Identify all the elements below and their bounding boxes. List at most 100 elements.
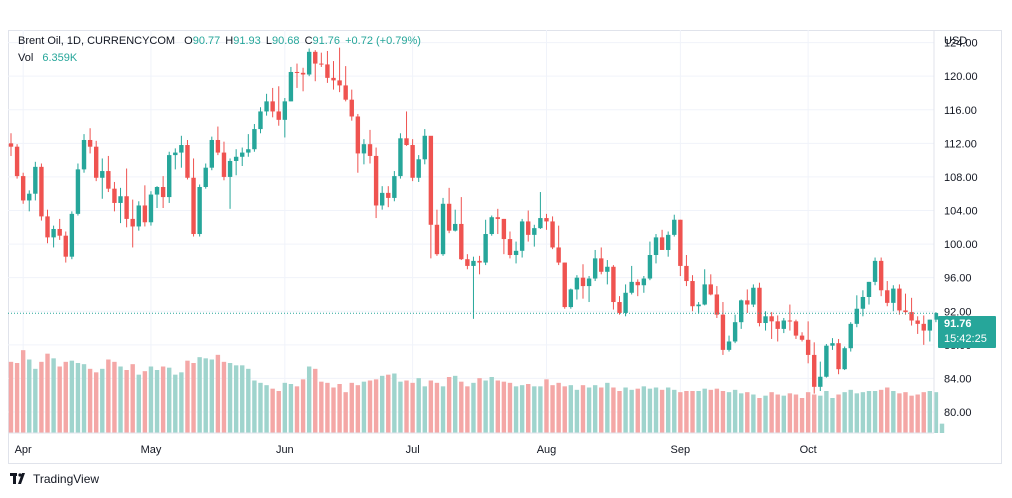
candle-body: [148, 194, 154, 223]
volume-bar: [453, 375, 458, 433]
candle-body: [775, 321, 780, 329]
candle-body: [173, 152, 178, 156]
candle-body: [611, 266, 616, 303]
volume-bar: [440, 386, 446, 433]
bar-countdown: 15:42:25: [944, 333, 987, 345]
volume-bar: [367, 380, 373, 433]
volume-bar: [33, 368, 38, 433]
candle-body: [215, 139, 221, 153]
candle-body: [927, 319, 933, 331]
candle-body: [331, 77, 336, 81]
candle-body: [209, 139, 215, 168]
volume-bar: [696, 391, 701, 433]
currency-label: USD: [944, 35, 967, 47]
volume-bar: [233, 365, 239, 433]
volume-bar: [465, 386, 470, 433]
volume-bar: [878, 389, 884, 433]
x-tick-label: Aug: [537, 444, 557, 456]
change-value: +0.72 (+0.79%): [345, 35, 421, 47]
volume-bar: [392, 373, 397, 433]
volume-bar: [191, 363, 196, 433]
symbol-label[interactable]: Brent Oil, 1D, CURRENCYCOM: [18, 35, 176, 47]
candle-body: [471, 260, 476, 266]
candle-body: [410, 145, 415, 178]
volume-bar: [57, 366, 62, 433]
candle-body: [87, 139, 93, 147]
time-axis[interactable]: Apr May Jun Jul Aug Sep Oct: [15, 444, 817, 456]
volume-bar: [264, 385, 269, 433]
candle-body: [665, 234, 671, 250]
volume-bar: [331, 387, 336, 433]
volume-bar: [246, 368, 251, 433]
candle-body: [197, 187, 202, 235]
close-label: C: [304, 35, 313, 47]
volume-bar: [319, 381, 324, 433]
candle-body: [532, 228, 537, 235]
candle-body: [745, 300, 750, 305]
volume-bar: [690, 391, 695, 433]
candle-body: [824, 345, 829, 377]
volume-bar: [282, 382, 288, 433]
volume-bar: [489, 377, 494, 433]
candle-body: [124, 196, 129, 219]
volume-bar: [507, 382, 513, 433]
volume-bar: [818, 395, 823, 433]
price-axis[interactable]: 124.00 120.00 116.00 112.00 108.00 104.00 100.…: [944, 35, 978, 419]
volume-bar: [757, 398, 762, 433]
candle-body: [891, 288, 896, 303]
candle-body: [574, 277, 580, 290]
volume-bar: [763, 395, 768, 433]
volume-bar: [897, 393, 902, 433]
tradingview-branding[interactable]: TradingView: [10, 472, 99, 486]
y-tick-label: 124.00: [944, 38, 978, 50]
candle-body: [933, 312, 939, 320]
candle-body: [319, 63, 324, 65]
volume-bar: [708, 389, 713, 433]
volume-bar: [81, 364, 87, 433]
candle-body: [75, 169, 81, 214]
volume-bar: [69, 360, 75, 433]
volume-bar: [927, 391, 933, 433]
volume-bar: [684, 391, 689, 433]
candle-body: [799, 335, 805, 340]
volume-bar: [209, 359, 215, 433]
low-label: L: [265, 35, 272, 47]
volume-bar: [574, 389, 580, 433]
candle-body: [57, 228, 62, 236]
volume-bar: [739, 393, 744, 433]
volume-bar: [459, 381, 464, 433]
candle-body: [915, 320, 920, 324]
volume-bar: [173, 374, 178, 433]
volume-bar: [848, 389, 853, 433]
y-tick-label: 80.00: [944, 407, 972, 419]
close-value: 91.76: [312, 35, 341, 47]
volume-bar: [562, 386, 567, 433]
candle-body: [8, 143, 14, 147]
volume-bar: [51, 358, 56, 433]
candle-body: [404, 138, 409, 146]
candle-body: [233, 156, 239, 161]
candle-body: [191, 177, 196, 235]
volume-bar: [885, 387, 890, 433]
volume-bar: [805, 392, 811, 433]
volume-bar: [635, 388, 640, 433]
candle-body: [282, 101, 288, 120]
volume-bar: [702, 388, 707, 433]
candle-body: [672, 219, 677, 235]
candle-body: [313, 51, 318, 64]
vol-label[interactable]: Vol: [18, 52, 34, 64]
volume-bar: [477, 378, 482, 433]
candle-body: [422, 135, 427, 160]
candle-body: [763, 316, 768, 324]
candle-body: [605, 266, 610, 272]
candle-body: [428, 135, 434, 225]
candle-body: [592, 258, 598, 279]
y-tick-label: 112.00: [944, 138, 977, 150]
volume-bar: [258, 382, 263, 433]
price-chart[interactable]: 124.00 120.00 116.00 112.00 108.00 104.00 100.…: [0, 0, 1012, 470]
volume-bar: [130, 364, 135, 433]
tradingview-label: TradingView: [33, 472, 100, 486]
candle-body: [337, 80, 342, 86]
candle-body: [647, 255, 653, 279]
volume-bar: [720, 391, 726, 433]
